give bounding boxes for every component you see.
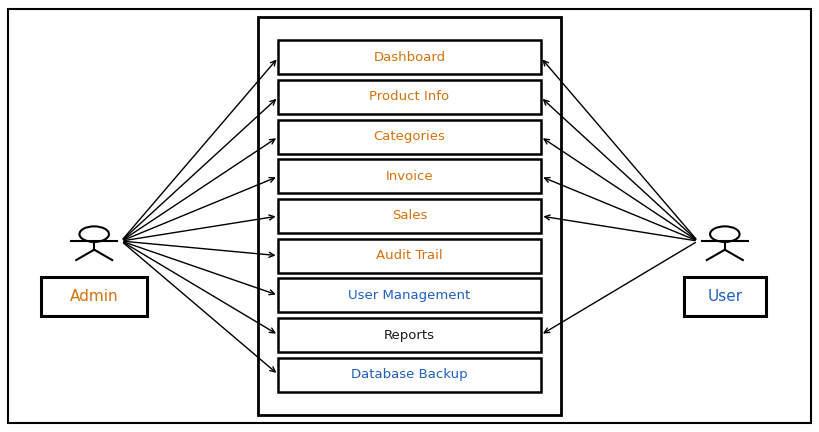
FancyBboxPatch shape [258,17,561,415]
FancyBboxPatch shape [278,120,541,154]
Text: Categories: Categories [373,130,446,143]
FancyBboxPatch shape [8,9,811,423]
Text: User: User [708,289,742,304]
Text: Reports: Reports [384,328,435,342]
FancyBboxPatch shape [278,199,541,233]
FancyBboxPatch shape [278,239,541,273]
FancyBboxPatch shape [278,159,541,193]
FancyBboxPatch shape [278,40,541,74]
Text: User Management: User Management [348,289,471,302]
FancyBboxPatch shape [278,278,541,312]
FancyBboxPatch shape [41,277,147,316]
Text: Database Backup: Database Backup [351,368,468,381]
FancyBboxPatch shape [278,80,541,114]
FancyBboxPatch shape [684,277,766,316]
Text: Audit Trail: Audit Trail [376,249,443,262]
Text: Dashboard: Dashboard [373,51,446,64]
Text: Invoice: Invoice [386,170,433,183]
FancyBboxPatch shape [278,358,541,392]
Text: Sales: Sales [391,210,428,222]
FancyBboxPatch shape [278,318,541,352]
Text: Admin: Admin [70,289,119,304]
Text: Product Info: Product Info [369,90,450,104]
